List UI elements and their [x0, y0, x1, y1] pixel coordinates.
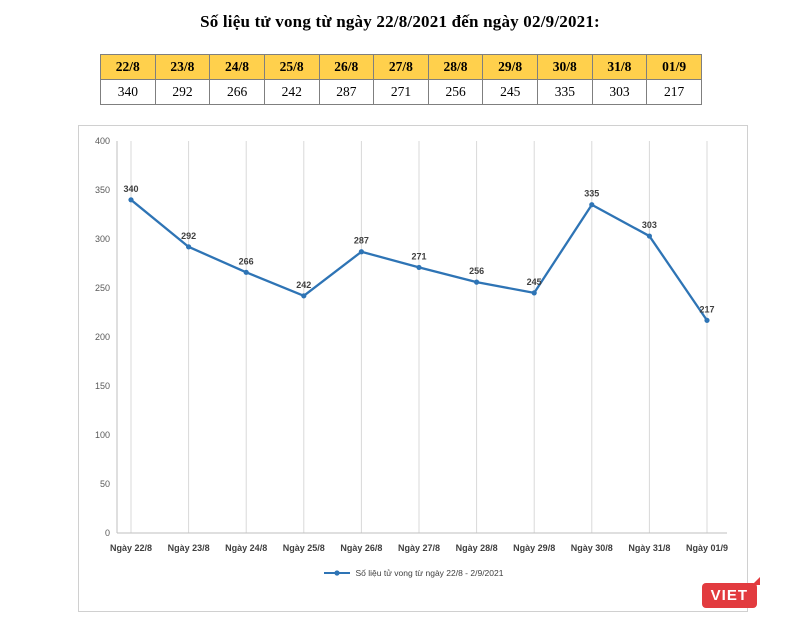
x-tick-label: Ngày 22/8 — [110, 543, 152, 553]
data-table: 22/8 23/8 24/8 25/8 26/8 27/8 28/8 29/8 30/8 31/8… — [100, 54, 702, 105]
y-tick-label: 400 — [95, 136, 110, 146]
y-tick-label: 350 — [95, 185, 110, 195]
data-table-body: 22/8 23/8 24/8 25/8 26/8 27/8 28/8 29/8 30/8 31/8… — [100, 54, 702, 105]
table-header-cell: 29/8 — [482, 54, 538, 80]
page-title: Số liệu tử vong từ ngày 22/8/2021 đến ng… — [200, 12, 600, 31]
x-tick-label: Ngày 01/9 — [686, 543, 728, 553]
data-label: 266 — [239, 256, 254, 266]
table-header-cell: 22/8 — [100, 54, 156, 80]
table-header-cell: 23/8 — [154, 54, 211, 80]
data-point-marker — [128, 197, 134, 203]
table-value-cell: 287 — [318, 79, 375, 105]
table-value-cell: 256 — [427, 79, 484, 105]
table-header-cell: 25/8 — [263, 54, 320, 80]
data-point-marker — [646, 233, 653, 239]
data-point-marker — [186, 244, 192, 250]
table-value-cell: 242 — [263, 79, 320, 105]
x-tick-label: Ngày 23/8 — [168, 543, 210, 553]
table-header-cell: 28/8 — [427, 54, 484, 80]
x-tick-label: Ngày 24/8 — [225, 543, 267, 553]
table-value-cell: 245 — [482, 79, 538, 105]
data-point-marker — [474, 279, 480, 285]
data-label: 217 — [699, 304, 714, 314]
x-tick-label: Ngày 26/8 — [340, 543, 382, 553]
chart-legend: Số liệu tử vong từ ngày 22/8 - 2/9/2021 — [79, 568, 747, 578]
logo-arrow-icon — [752, 577, 760, 585]
data-point-marker — [243, 269, 249, 275]
data-label: 242 — [296, 280, 311, 290]
data-point-marker — [301, 293, 307, 299]
logo-text: VIET — [710, 587, 748, 604]
x-tick-label: Ngày 28/8 — [456, 543, 498, 553]
data-label: 256 — [469, 266, 484, 276]
legend-label: Số liệu tử vong từ ngày 22/8 - 2/9/2021 — [355, 568, 504, 578]
x-tick-label: Ngày 27/8 — [398, 543, 440, 553]
x-tick-label: Ngày 25/8 — [283, 543, 325, 553]
table-value-cell: 266 — [209, 79, 265, 105]
table-header-cell: 24/8 — [209, 54, 265, 80]
x-tick-label: Ngày 30/8 — [571, 543, 613, 553]
table-header-cell: 31/8 — [591, 54, 648, 80]
viettimes-logo: VIET — [701, 577, 760, 608]
table-header-cell: 01/9 — [646, 54, 702, 80]
y-tick-label: 150 — [95, 381, 110, 391]
table-header-cell: 27/8 — [373, 54, 429, 80]
data-point-marker — [358, 249, 364, 255]
data-point-marker — [589, 202, 595, 208]
data-label: 245 — [527, 277, 542, 287]
table-value-cell: 303 — [591, 79, 648, 105]
y-tick-label: 100 — [95, 430, 110, 440]
data-label: 303 — [642, 220, 657, 230]
y-tick-label: 250 — [95, 283, 110, 293]
data-label: 335 — [584, 189, 599, 199]
data-label: 292 — [181, 231, 196, 241]
data-point-marker — [416, 264, 422, 271]
table-header-row: 22/8 23/8 24/8 25/8 26/8 27/8 28/8 29/8 30/8 31/8… — [100, 54, 702, 80]
data-label: 287 — [354, 236, 369, 246]
table-header-cell: 26/8 — [318, 54, 375, 80]
legend-line-marker-icon — [323, 570, 350, 576]
table-values-row: 340 292 266 242 287 271 256 245 335 303 217 — [100, 79, 702, 105]
y-tick-label: 200 — [95, 332, 110, 342]
data-point-marker — [704, 317, 710, 323]
x-tick-label: Ngày 29/8 — [513, 543, 555, 553]
table-value-cell: 271 — [373, 79, 429, 105]
y-tick-label: 0 — [105, 528, 110, 538]
line-chart-svg: 0 50 100 150 200 250 300 350 400 340 292 266 242 287 2… — [95, 136, 728, 553]
table-header-cell: 30/8 — [537, 54, 593, 80]
data-label: 271 — [411, 251, 426, 261]
table-value-cell: 217 — [646, 79, 702, 105]
table-value-cell: 335 — [537, 79, 593, 105]
line-chart: 0 50 100 150 200 250 300 350 400 340 292 266 242 287 2… — [78, 125, 748, 612]
data-point-marker — [531, 290, 537, 296]
table-value-cell: 340 — [100, 79, 156, 105]
data-label: 340 — [123, 184, 138, 194]
y-tick-label: 50 — [100, 479, 110, 489]
table-value-cell: 292 — [154, 79, 211, 105]
y-tick-label: 300 — [95, 234, 110, 244]
x-tick-label: Ngày 31/8 — [628, 543, 670, 553]
